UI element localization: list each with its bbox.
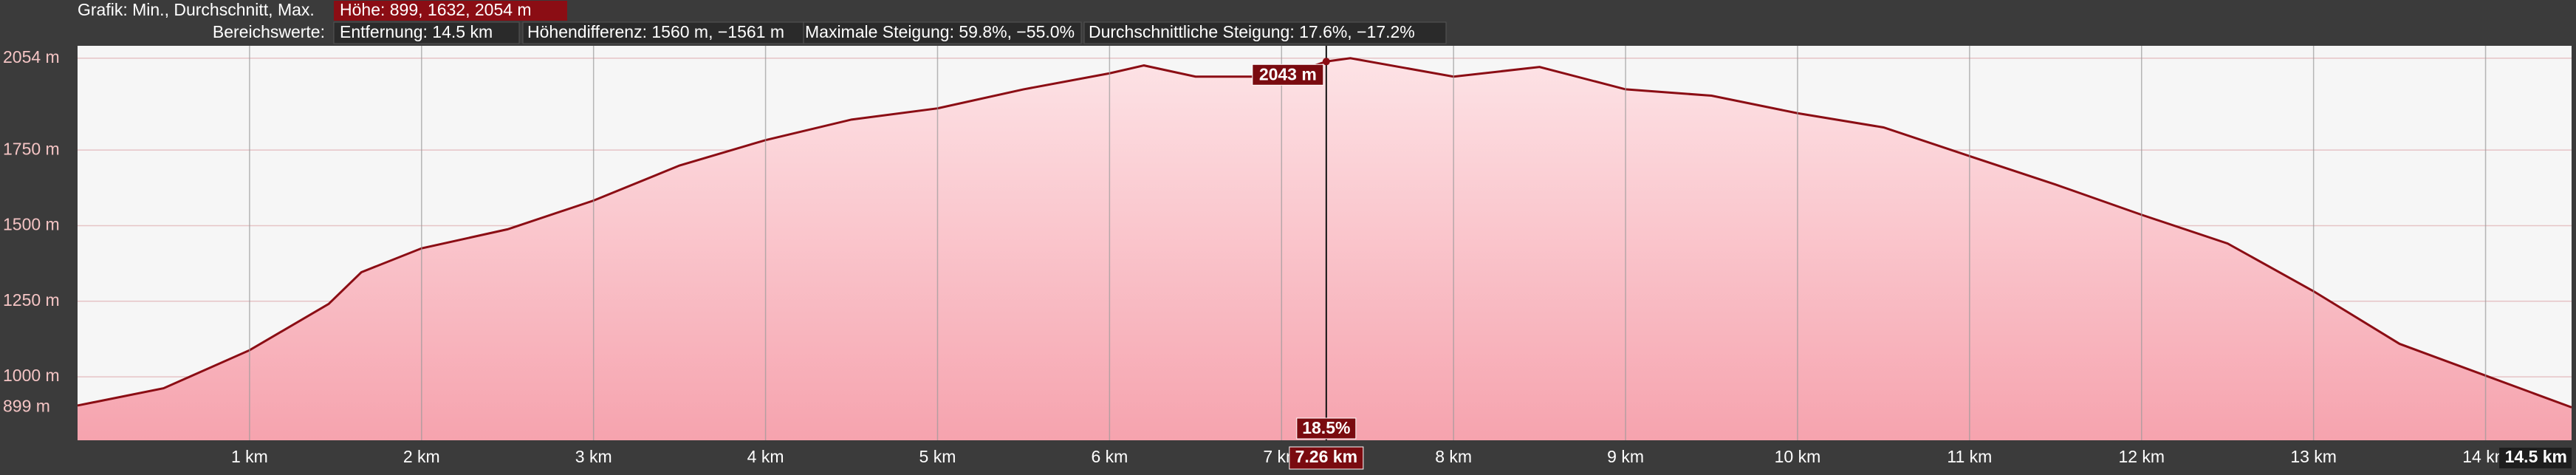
x-tick-label: 3 km (575, 447, 612, 466)
area-fill (78, 58, 2572, 441)
y-tick-label: 2054 m (3, 47, 60, 66)
elevation-difference: Höhendifferenz: 1560 m, −1561 m (527, 22, 784, 41)
x-tick-label: 6 km (1091, 447, 1128, 466)
x-tick-label: 14.5 km (2505, 447, 2567, 466)
elevation-stats: Höhe: 899, 1632, 2054 m (340, 0, 532, 19)
avg-grade-box (1083, 21, 1447, 44)
avg-grade: Durchschnittliche Steigung: 17.6%, −17.2… (1089, 22, 1415, 41)
x-tick-label: 5 km (919, 447, 956, 466)
x-tick-label: 4 km (747, 447, 784, 466)
x-axis-strip (0, 440, 2576, 471)
cursor-x-label: 7.26 km (1295, 447, 1357, 466)
cursor-value-label: 2043 m (1259, 64, 1317, 83)
cursor-grade-box (1296, 417, 1357, 440)
cursor-value-box (1252, 64, 1324, 86)
max-grade: Maximale Steigung: 59.8%, −55.0% (805, 22, 1075, 41)
range-label: Bereichswerte: (213, 22, 325, 41)
y-tick-label: 1750 m (3, 139, 60, 158)
x-tick-label: 8 km (1435, 447, 1472, 466)
y-tick-label: 1250 m (3, 290, 60, 310)
distance-box (333, 21, 520, 44)
x-tick-label: 13 km (2290, 447, 2337, 466)
distance: Entfernung: 14.5 km (340, 22, 493, 41)
x-tick-label: 10 km (1775, 447, 1821, 466)
cursor-x-box (1289, 446, 1364, 470)
x-tick-label: 2 km (403, 447, 440, 466)
y-tick-label: 1000 m (3, 366, 60, 385)
x-end-box (2499, 448, 2572, 468)
max-grade-box (803, 21, 1082, 44)
y-tick-label: 1500 m (3, 215, 60, 234)
elevation-box (334, 1, 567, 21)
x-tick-label: 9 km (1607, 447, 1644, 466)
x-tick-label: 11 km (1947, 447, 1992, 466)
cursor-grade-label: 18.5% (1302, 418, 1350, 437)
cursor-point (1322, 58, 1330, 66)
x-tick-label: 1 km (231, 447, 268, 466)
x-tick-label: 12 km (2118, 447, 2165, 466)
y-tick-label: 899 m (3, 396, 50, 415)
graph-label: Grafik: Min., Durchschnitt, Max. (78, 0, 315, 19)
